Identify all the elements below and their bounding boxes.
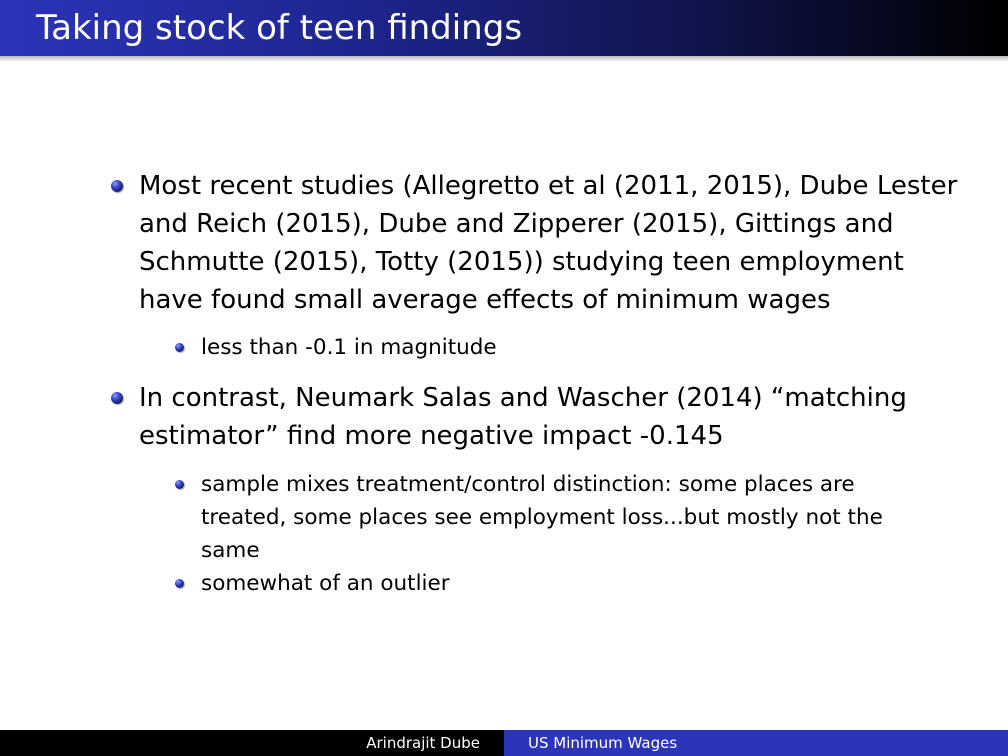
sub-bullet-icon bbox=[175, 480, 184, 489]
sub-bullet-icon bbox=[175, 343, 184, 352]
bullet-item: In contrast, Neumark Salas and Wascher (… bbox=[139, 379, 959, 455]
bullet-icon bbox=[111, 392, 123, 404]
footer-author: Arindrajit Dube bbox=[366, 734, 480, 752]
footer-title-panel: US Minimum Wages bbox=[504, 730, 1008, 756]
sub-bullet-text: less than -0.1 in magnitude bbox=[201, 335, 497, 360]
sub-bullet-text: sample mixes treatment/control distincti… bbox=[201, 472, 883, 563]
sub-bullet-icon bbox=[175, 579, 184, 588]
bullet-item: Most recent studies (Allegretto et al (2… bbox=[139, 167, 959, 319]
footer: Arindrajit Dube US Minimum Wages bbox=[0, 730, 1008, 756]
bullet-icon bbox=[111, 180, 123, 192]
footer-author-panel: Arindrajit Dube bbox=[0, 730, 504, 756]
title-bar: Taking stock of teen findings bbox=[0, 0, 1008, 56]
sub-bullet-text: somewhat of an outlier bbox=[201, 571, 450, 596]
footer-title: US Minimum Wages bbox=[528, 734, 678, 752]
bullet-text: Most recent studies (Allegretto et al (2… bbox=[139, 171, 958, 315]
title-bar-shadow bbox=[0, 56, 1008, 62]
bullet-text: In contrast, Neumark Salas and Wascher (… bbox=[139, 383, 907, 451]
slide-title: Taking stock of teen findings bbox=[36, 8, 523, 48]
